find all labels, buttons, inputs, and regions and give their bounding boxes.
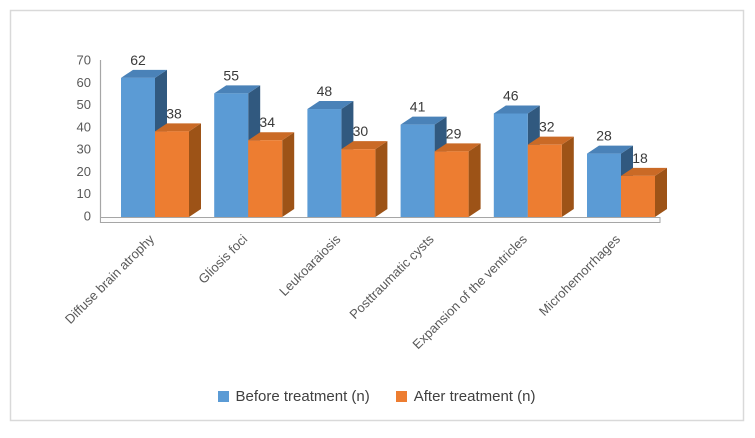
bar-top-face — [248, 132, 295, 141]
y-axis-tick-label: 10 — [77, 186, 91, 201]
bar-top-face — [587, 145, 633, 154]
bar-front-face — [434, 151, 469, 217]
bar-group — [493, 105, 574, 217]
bar-after — [434, 143, 481, 217]
bar-front-face — [155, 131, 189, 217]
x-axis-category-label: Microhemorrhages — [536, 231, 624, 319]
data-label: 29 — [446, 125, 462, 141]
bar-group — [587, 145, 667, 217]
bar-before — [587, 145, 633, 217]
bar-front-face — [214, 93, 249, 217]
bar-front-face — [493, 113, 528, 217]
y-axis-tick-label: 20 — [77, 164, 91, 179]
data-label: 41 — [410, 99, 426, 115]
legend-label: Before treatment (n) — [235, 388, 370, 405]
legend-swatch — [217, 391, 229, 402]
bar-after — [341, 141, 388, 217]
bar-top-face — [341, 141, 388, 150]
bar-top-face — [434, 143, 481, 152]
x-axis-category-label: Leukoaraiosis — [276, 231, 344, 299]
bar-side-face — [561, 136, 574, 217]
bar-front-face — [400, 124, 435, 217]
data-label: 38 — [166, 105, 182, 121]
bar-top-face — [155, 123, 201, 132]
bar-group — [121, 69, 201, 217]
bar-side-face — [282, 132, 295, 217]
y-axis-tick-label: 50 — [77, 97, 91, 112]
legend-swatch — [395, 391, 407, 402]
y-axis-tick-label: 70 — [77, 53, 91, 68]
data-label: 48 — [317, 83, 333, 99]
data-label: 55 — [223, 67, 239, 83]
chart-frame — [9, 9, 745, 422]
bar-side-face — [375, 141, 388, 217]
legend-item: After treatment (n) — [395, 388, 536, 405]
bar-front-face — [587, 153, 621, 217]
legend-label: After treatment (n) — [413, 388, 536, 405]
bar-before — [493, 105, 540, 217]
y-axis-tick-label: 60 — [77, 75, 91, 90]
data-label: 32 — [539, 119, 555, 135]
bar-before — [307, 101, 354, 217]
bar-front-face — [307, 109, 342, 217]
bar-side-face — [655, 167, 667, 217]
bar-front-face — [621, 175, 655, 217]
bar-before — [214, 85, 261, 217]
chart-legend: Before treatment (n) After treatment (n) — [10, 388, 743, 405]
bar-top-face — [621, 167, 667, 176]
floor-slab — [100, 217, 661, 223]
legend-item: Before treatment (n) — [217, 388, 370, 405]
data-label: 34 — [259, 114, 275, 130]
bar-top-face — [400, 116, 447, 125]
bar-front-face — [121, 77, 155, 217]
bar-top-face — [214, 85, 261, 94]
data-label: 30 — [353, 123, 369, 139]
data-label: 62 — [130, 52, 146, 68]
bar-front-face — [248, 140, 283, 217]
x-axis-category-label: Gliosis foci — [195, 231, 250, 286]
bar-top-face — [121, 69, 167, 78]
y-axis-tick-label: 40 — [77, 119, 91, 134]
bar-group — [307, 101, 388, 217]
bar-after — [248, 132, 295, 217]
x-axis-category-label: Posttraumatic cysts — [346, 231, 437, 322]
bar-top-face — [307, 101, 354, 110]
x-axis-category-label: Diffuse brain atrophy — [62, 231, 158, 327]
bar-top-face — [527, 136, 574, 145]
bar-after — [527, 136, 574, 217]
data-label: 46 — [503, 87, 519, 103]
data-label: 18 — [632, 150, 648, 166]
bar-group — [214, 85, 295, 217]
bar-side-face — [468, 143, 481, 217]
y-axis-tick-label: 0 — [84, 209, 91, 224]
y-axis-tick-label: 30 — [77, 142, 91, 157]
bar-top-face — [493, 105, 540, 114]
bar-group — [400, 116, 481, 217]
data-label: 28 — [596, 128, 612, 144]
bar-after — [155, 123, 201, 217]
bar-after — [621, 167, 667, 217]
plot-area — [121, 69, 667, 217]
bar-front-face — [527, 144, 562, 217]
bar-side-face — [189, 123, 201, 217]
bar-front-face — [341, 149, 376, 217]
